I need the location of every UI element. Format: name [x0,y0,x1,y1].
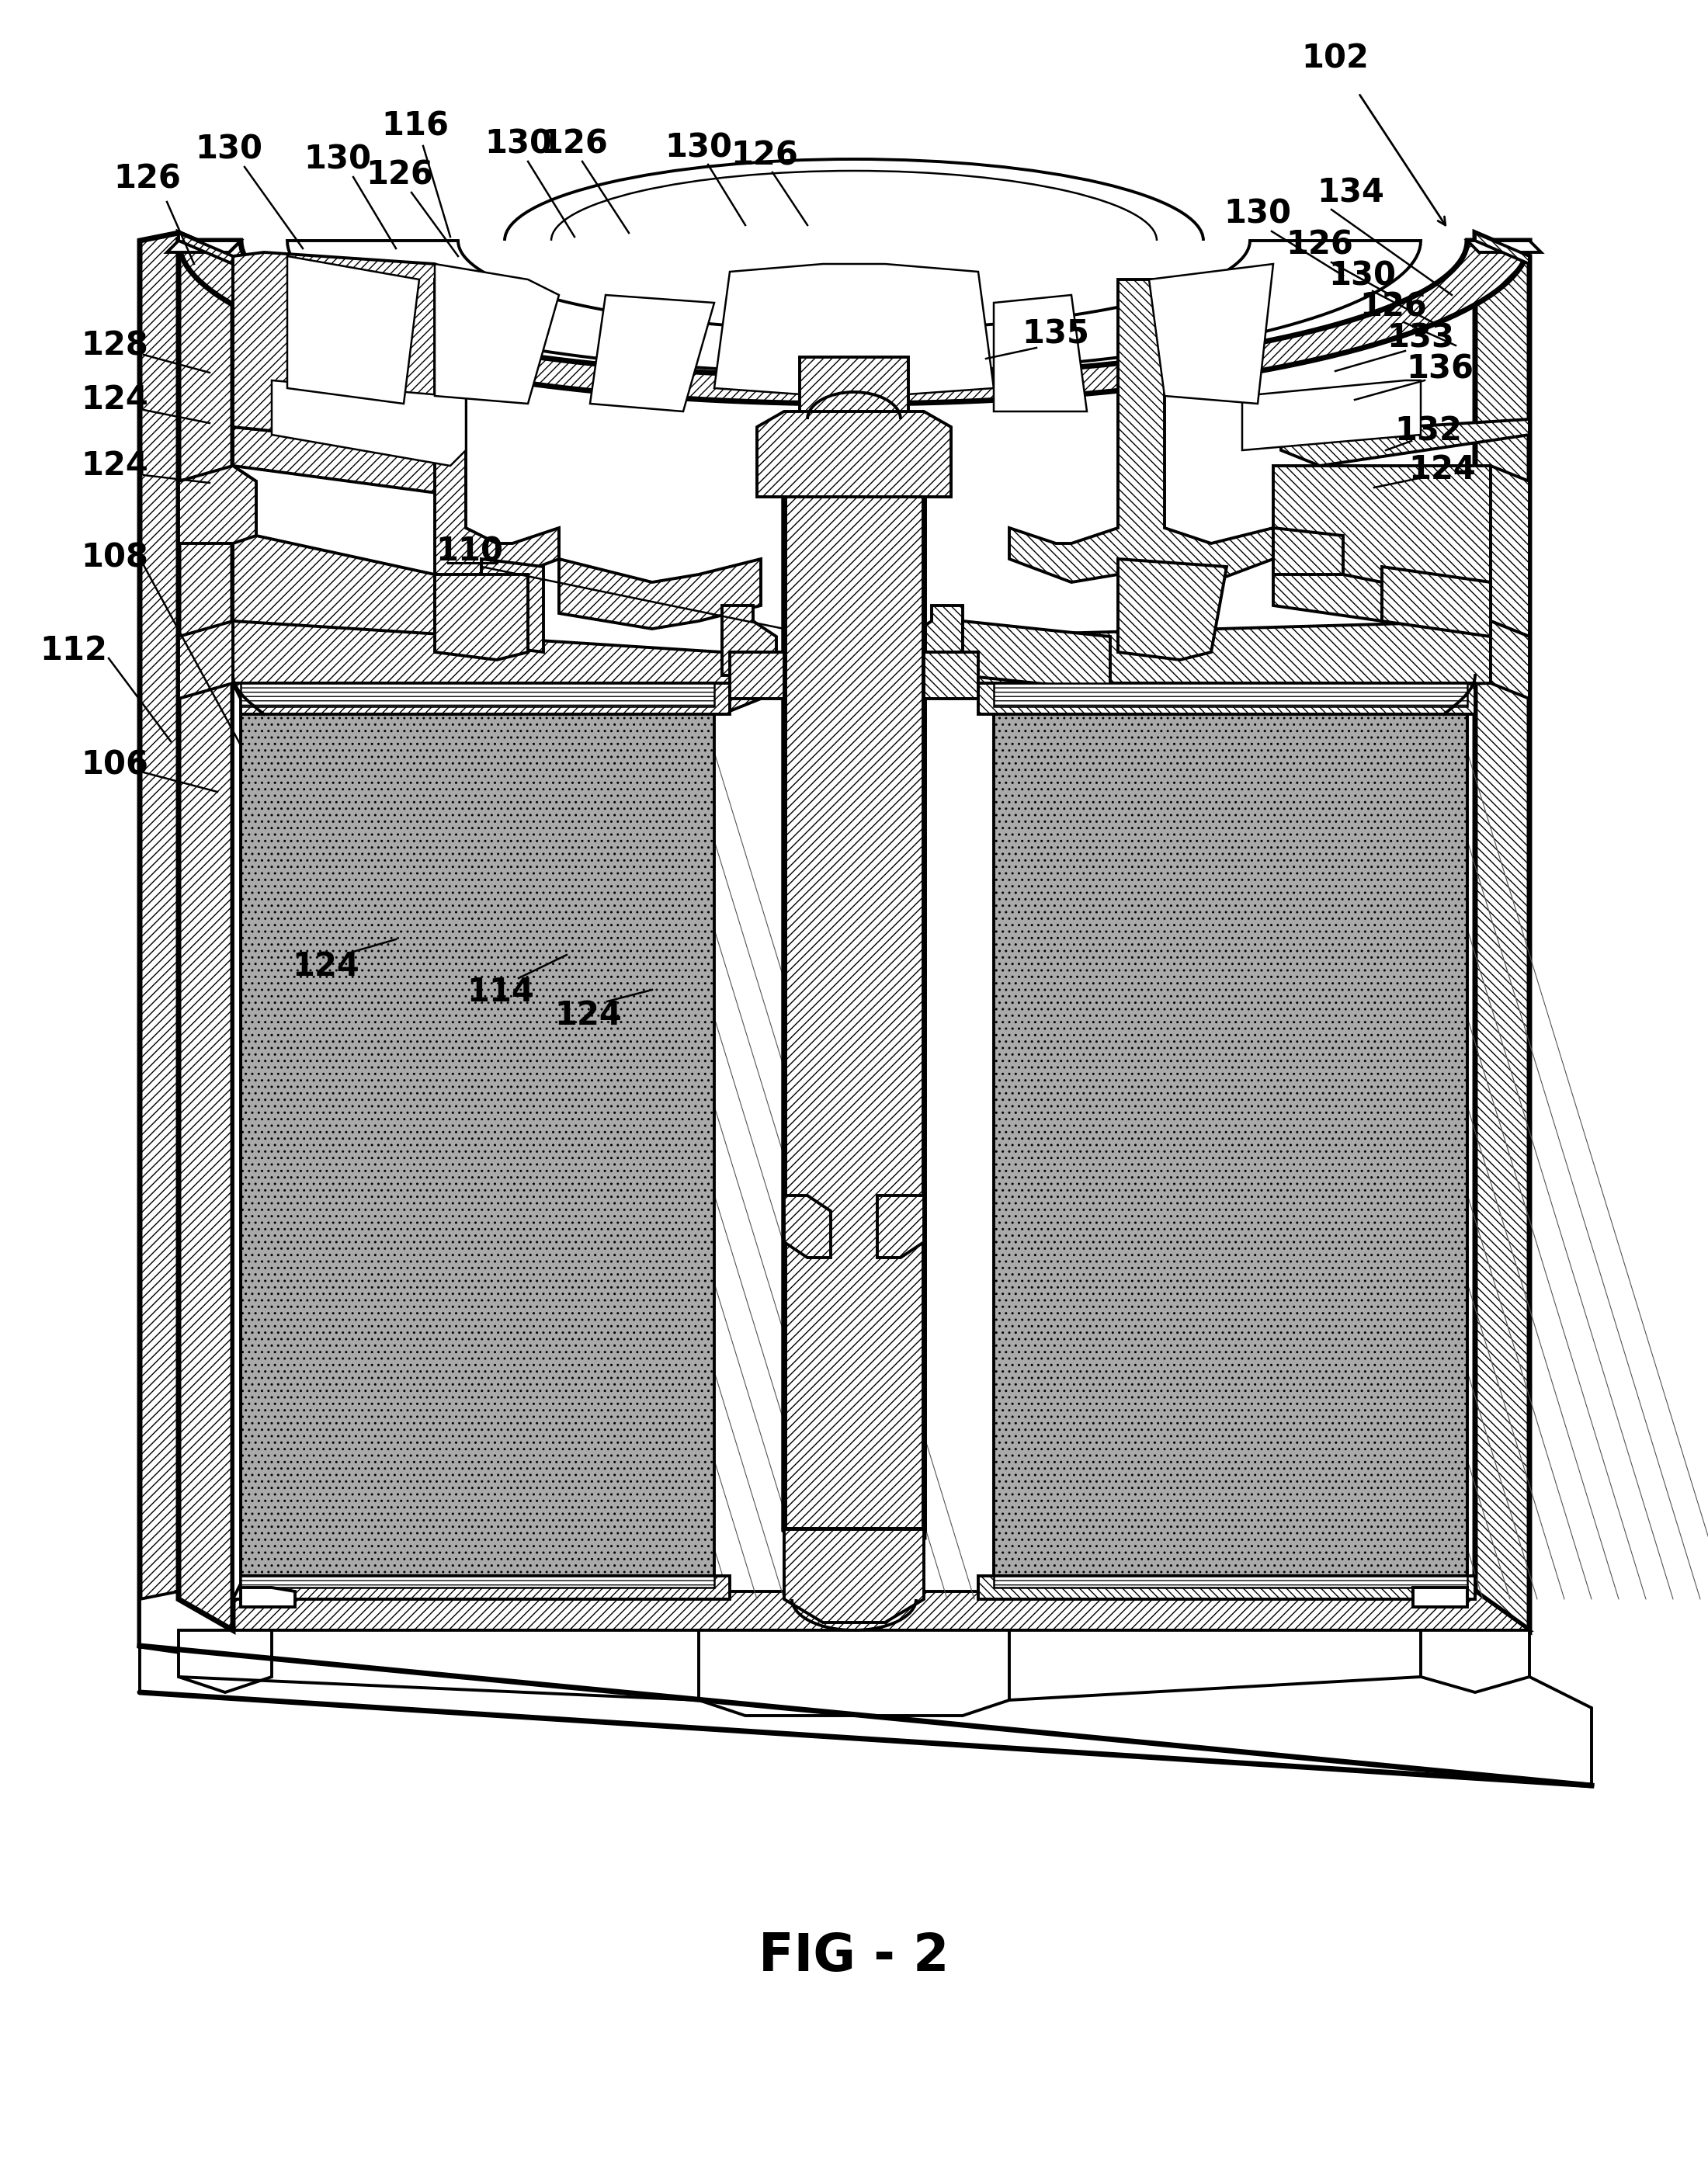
Text: 124: 124 [82,383,149,415]
Text: 102: 102 [1301,41,1370,74]
Polygon shape [272,381,466,465]
Text: 136: 136 [1406,352,1474,385]
Polygon shape [994,683,1467,707]
Polygon shape [784,1196,830,1258]
Polygon shape [1476,233,1529,1630]
Polygon shape [436,264,559,404]
Text: 130: 130 [195,132,263,164]
Text: 106: 106 [82,748,149,780]
Polygon shape [1272,528,1342,575]
Text: 110: 110 [436,534,504,566]
Polygon shape [1272,566,1382,620]
Polygon shape [241,683,714,707]
Text: 126: 126 [366,158,434,190]
Polygon shape [948,620,1491,698]
Polygon shape [757,411,951,497]
Polygon shape [287,255,418,404]
Polygon shape [287,240,1421,372]
Polygon shape [714,264,994,396]
Polygon shape [140,1591,232,1654]
Text: 130: 130 [664,132,733,164]
Polygon shape [232,465,436,653]
Polygon shape [784,435,839,1537]
Polygon shape [1009,279,1272,582]
Polygon shape [167,240,241,253]
Polygon shape [1119,560,1226,659]
Polygon shape [1281,233,1529,465]
Polygon shape [1421,1630,1529,1693]
Polygon shape [179,233,466,497]
Polygon shape [729,653,784,698]
Text: 126: 126 [1286,229,1353,262]
Text: 134: 134 [1317,177,1385,210]
Polygon shape [232,1576,729,1600]
Polygon shape [1491,465,1529,636]
Text: 124: 124 [1409,454,1476,486]
Polygon shape [436,279,559,582]
Polygon shape [232,683,241,1600]
Text: 124: 124 [82,450,149,482]
Polygon shape [1242,381,1421,450]
Polygon shape [784,435,924,1529]
Text: FIG - 2: FIG - 2 [758,1931,950,1983]
Polygon shape [994,294,1086,411]
Text: 126: 126 [1360,290,1428,322]
Text: 114: 114 [466,975,535,1007]
Text: 135: 135 [1021,318,1090,350]
Text: 133: 133 [1387,322,1455,355]
Polygon shape [232,253,466,450]
Text: 128: 128 [82,329,149,361]
Text: 124: 124 [292,949,360,984]
Text: 116: 116 [381,110,449,143]
Text: 130: 130 [304,143,372,175]
Polygon shape [924,653,979,698]
Text: 126: 126 [731,138,798,171]
Polygon shape [179,233,232,1630]
Polygon shape [241,707,714,1576]
Text: 112: 112 [39,633,108,666]
Polygon shape [878,1196,924,1258]
Polygon shape [1467,240,1541,253]
Polygon shape [482,560,543,653]
Text: 108: 108 [82,540,149,573]
Text: 124: 124 [555,999,622,1031]
Polygon shape [589,294,714,411]
Polygon shape [784,435,924,1537]
Polygon shape [1491,620,1529,698]
Polygon shape [1149,264,1272,404]
Polygon shape [436,575,528,659]
Text: 130: 130 [485,128,552,160]
Polygon shape [241,1587,295,1606]
Polygon shape [799,357,909,482]
Polygon shape [232,683,729,713]
Text: 126: 126 [114,162,181,195]
Polygon shape [179,240,232,1630]
Polygon shape [179,620,232,698]
Polygon shape [241,1576,714,1587]
Polygon shape [979,1576,1476,1600]
Polygon shape [994,707,1467,1576]
Polygon shape [909,605,963,675]
Polygon shape [179,240,1529,404]
Text: 126: 126 [541,128,608,160]
Polygon shape [232,620,760,713]
Polygon shape [179,1630,272,1693]
Polygon shape [784,1529,924,1622]
Polygon shape [179,1591,1529,1630]
Polygon shape [963,620,1110,692]
Polygon shape [994,1576,1467,1587]
Text: 130: 130 [1225,197,1291,229]
Polygon shape [559,528,760,629]
Polygon shape [1413,1587,1467,1606]
Polygon shape [140,233,232,1654]
Polygon shape [722,605,777,675]
Polygon shape [979,683,1476,713]
Text: 132: 132 [1395,415,1462,448]
Polygon shape [699,1630,1009,1717]
Polygon shape [1272,465,1491,620]
Polygon shape [179,465,256,543]
Text: 130: 130 [1329,259,1395,292]
Polygon shape [1382,566,1491,636]
